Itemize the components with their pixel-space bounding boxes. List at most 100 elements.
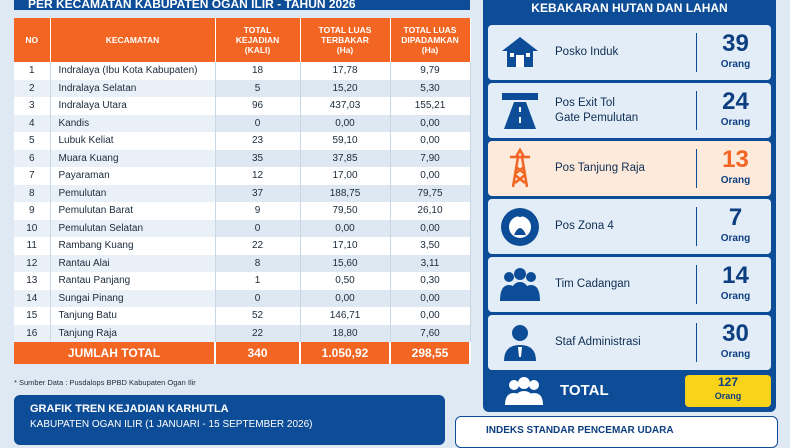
table-cell: 79,50: [300, 202, 391, 220]
table-cell: 437,03: [300, 97, 391, 115]
table-cell: 37: [215, 184, 301, 202]
table-cell: 37,85: [300, 149, 391, 167]
table-cell: Muara Kuang: [50, 149, 216, 167]
divider: [696, 149, 697, 188]
post-label: Pos Zona 4: [555, 220, 614, 232]
table-cell: 17,00: [300, 167, 391, 185]
table-cell: 8: [14, 184, 51, 202]
post-unit: Orang: [720, 291, 751, 302]
total-unit: Orang: [714, 391, 742, 401]
post-card: Pos Zona 4 7 Orang: [488, 199, 771, 254]
table-cell: 5: [215, 79, 301, 97]
table-row: 1 Indralaya (Ibu Kota Kabupaten) 18 17,78 9,…: [14, 62, 471, 80]
total-cell: 340: [215, 342, 301, 364]
post-icon: [500, 268, 540, 301]
divider: [696, 265, 697, 304]
air-quality-box: INDEKS STANDAR PENCEMAR UDARA: [455, 416, 778, 448]
table-cell: 0,00: [390, 219, 471, 237]
table-cell: 52: [215, 307, 301, 325]
table-cell: 17,10: [300, 237, 391, 255]
table-cell: 12: [215, 167, 301, 185]
table-cell: 96: [215, 97, 301, 115]
table-cell: 13: [14, 272, 51, 290]
divider: [696, 323, 697, 362]
table-cell: Tanjung Raja: [50, 324, 216, 342]
post-card: Pos Tanjung Raja 13 Orang: [488, 141, 771, 196]
table-row: 11 Rambang Kuang 22 17,10 3,50: [14, 237, 471, 255]
table-cell: 0,00: [300, 114, 391, 132]
table-cell: Indralaya (Ibu Kota Kabupaten): [50, 62, 216, 80]
table-cell: 8: [215, 254, 301, 272]
table-cell: 12: [14, 254, 51, 272]
table-row: 5 Lubuk Keliat 23 59,10 0,00: [14, 132, 471, 150]
table-cell: 22: [215, 237, 301, 255]
post-card: Tim Cadangan 14 Orang: [488, 257, 771, 312]
post-count: 7: [728, 204, 743, 231]
table-cell: 35: [215, 149, 301, 167]
chart-box: GRAFIK TREN KEJADIAN KARHUTLA KABUPATEN …: [14, 395, 445, 445]
table-body: 1 Indralaya (Ibu Kota Kabupaten) 18 17,78 9,…: [14, 62, 471, 364]
post-unit: Orang: [720, 233, 751, 244]
table-cell: 0,00: [390, 132, 471, 150]
table-cell: 0,00: [390, 289, 471, 307]
table-cell: Pemulutan: [50, 184, 216, 202]
post-icon: [502, 93, 538, 129]
table-cell: Pemulutan Barat: [50, 202, 216, 220]
table-cell: Pemulutan Selatan: [50, 219, 216, 237]
post-unit: Orang: [720, 175, 751, 186]
post-label: Pos Exit Tol Gate Pemulutan: [555, 96, 639, 124]
table-cell: 79,75: [390, 184, 471, 202]
post-icon: [502, 37, 538, 67]
table-cell: 0,00: [390, 114, 471, 132]
table-cell: 0: [215, 289, 301, 307]
table-cell: 9,79: [390, 62, 471, 80]
post-card: Posko Induk 39 Orang: [488, 25, 771, 80]
table-cell: 155,21: [390, 97, 471, 115]
table-row: 2 Indralaya Selatan 5 15,20 5,30: [14, 79, 471, 97]
total-row: JUMLAH TOTAL 340 1.050,92 298,55: [14, 342, 471, 364]
table-cell: 59,10: [300, 132, 391, 150]
table-cell: 0,00: [390, 307, 471, 325]
post-unit: Orang: [720, 117, 751, 128]
table-cell: 26,10: [390, 202, 471, 220]
source-note: * Sumber Data : Pusdalops BPBD Kabupaten…: [14, 378, 196, 387]
post-icon: [510, 147, 530, 188]
post-count: 13: [722, 146, 749, 173]
table-cell: 7: [14, 167, 51, 185]
total-cell: JUMLAH TOTAL: [14, 342, 216, 364]
table-cell: Rambang Kuang: [50, 237, 216, 255]
table-cell: 146,71: [300, 307, 391, 325]
table-cell: 15,60: [300, 254, 391, 272]
table-cell: 15,20: [300, 79, 391, 97]
incident-table: NO KECAMATAN TOTAL KEJADIAN (KALI) TOTAL LU…: [14, 18, 471, 364]
table-row: 6 Muara Kuang 35 37,85 7,90: [14, 149, 471, 167]
column-header: TOTAL LUAS TERBAKAR (Ha): [300, 18, 391, 62]
table-cell: 9: [14, 202, 51, 220]
post-card: Staf Administrasi 30 Orang: [488, 315, 771, 370]
table-cell: Payaraman: [50, 167, 216, 185]
post-label: Pos Tanjung Raja: [555, 162, 645, 174]
page: {"header":{"title":"PER KECAMATAN KABUPA…: [14, 0, 778, 448]
table-cell: 9: [215, 202, 301, 220]
table-cell: 0,50: [300, 272, 391, 290]
divider: [696, 207, 697, 246]
post-card: Pos Exit Tol Gate Pemulutan 24 Orang: [488, 83, 771, 138]
table-cell: 1: [14, 62, 51, 80]
column-header: TOTAL LUAS DIPADAMKAN (Ha): [390, 18, 471, 62]
table-row: 8 Pemulutan 37 188,75 79,75: [14, 184, 471, 202]
team-icon: [505, 377, 543, 405]
table-cell: Rantau Alai: [50, 254, 216, 272]
table-row: 16 Tanjung Raja 22 18,80 7,60: [14, 324, 471, 342]
table-cell: 0,00: [390, 167, 471, 185]
table-cell: 5: [14, 132, 51, 150]
table-row: 3 Indralaya Utara 96 437,03 155,21: [14, 97, 471, 115]
post-count: 14: [722, 262, 749, 289]
table-cell: 3,11: [390, 254, 471, 272]
divider: [696, 91, 697, 130]
table-cell: Indralaya Utara: [50, 97, 216, 115]
table-cell: 0: [215, 114, 301, 132]
table-row: 10 Pemulutan Selatan 0 0,00 0,00: [14, 219, 471, 237]
total-cell: 1.050,92: [300, 342, 391, 364]
chart-title: GRAFIK TREN KEJADIAN KARHUTLA: [30, 403, 229, 415]
total-label: TOTAL: [560, 382, 609, 399]
